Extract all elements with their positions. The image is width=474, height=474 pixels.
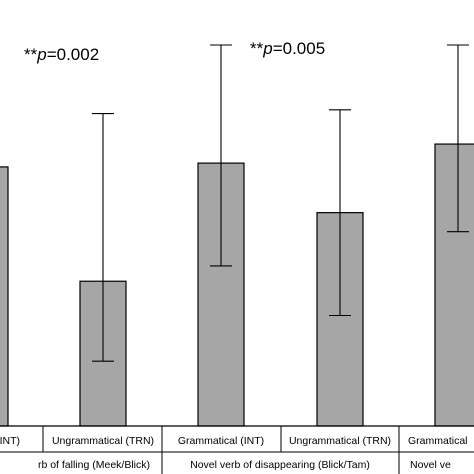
- error-bar-4: [329, 109, 351, 317]
- error-bar-3: [210, 44, 232, 267]
- bar-1: [0, 166, 9, 427]
- bar-5: [434, 143, 474, 427]
- error-bar-2: [92, 113, 114, 362]
- group-label-1: rb of falling (Meek/Blick): [38, 459, 150, 471]
- category-label-1: (INT): [0, 435, 20, 447]
- bars-layer: [0, 143, 474, 427]
- category-label-2: Ungrammatical (TRN): [52, 435, 154, 447]
- error-bars-layer: [92, 44, 469, 362]
- category-label-3: Grammatical (INT): [178, 435, 264, 447]
- significance-annotation-2: **p=0.005: [250, 39, 325, 58]
- significance-annotation-1: **p=0.002: [24, 45, 99, 64]
- category-label-4: Ungrammatical (TRN): [289, 435, 391, 447]
- group-label-2: Novel verb of disappearing (Blick/Tam): [190, 459, 370, 471]
- category-label-5: Grammatical: [408, 435, 468, 447]
- group-label-3: Novel ve: [410, 459, 451, 471]
- error-bar-5: [447, 44, 469, 233]
- category-axis: (INT) Ungrammatical (TRN) Grammatical (INT…: [0, 425, 474, 474]
